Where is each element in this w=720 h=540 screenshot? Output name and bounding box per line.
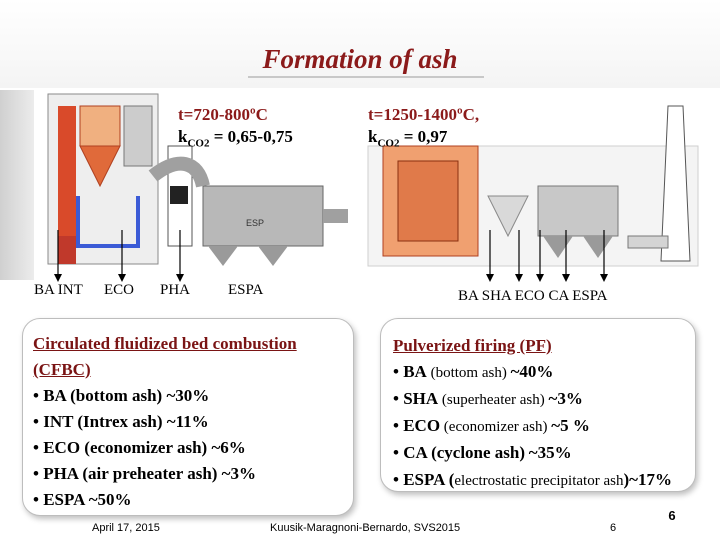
cfbc-ash-label-ba-int: BA INT <box>34 282 83 298</box>
cfbc-kco2-value: kCO2 = 0,65-0,75 <box>178 127 293 150</box>
title-background <box>0 0 720 88</box>
plant-diagram: ESP <box>47 93 699 267</box>
ash-arrows <box>54 230 608 282</box>
pf-ash-panel: Pulverized firing (PF) • BA (bottom ash)… <box>380 318 696 492</box>
footer-date: April 17, 2015 <box>92 522 160 534</box>
pf-ash-labels: BA SHA ECO CA ESPA <box>458 288 608 304</box>
pf-temp-range: t=1250-1400ºC, <box>368 105 480 124</box>
cfbc-item-pha: • PHA (air preheater ash) ~3% <box>33 464 257 483</box>
cfbc-item-ba: • BA (bottom ash) ~30% <box>33 386 210 405</box>
cfbc-panel-heading: Circulated fluidized bed combustion (CFB… <box>33 334 297 379</box>
cfbc-ash-label-pha: PHA <box>160 282 191 298</box>
left-decoration <box>0 90 34 280</box>
cfbc-item-espa: • ESPA ~50% <box>33 490 132 509</box>
cfbc-ash-label-eco: ECO <box>104 282 134 298</box>
footer-authors: Kuusik-Maragnoni-Bernardo, SVS2015 <box>270 522 461 534</box>
pf-item-ca: • CA (cyclone ash) ~35% <box>393 443 572 462</box>
pf-panel-heading: Pulverized firing (PF) <box>393 336 552 355</box>
esp-label: ESP <box>246 218 264 228</box>
pf-item-eco: • ECO (economizer ash) ~5 % <box>393 416 590 435</box>
title-divider <box>248 76 484 78</box>
slide-title: Formation of ash <box>262 44 458 74</box>
pf-kco2-value: kCO2 = 0,97 <box>368 127 448 150</box>
slide-number-box: 6 <box>662 508 682 524</box>
cfbc-item-int: • INT (Intrex ash) ~11% <box>33 412 209 431</box>
pf-item-ba: • BA (bottom ash) ~40% <box>393 362 554 381</box>
pf-plant-illustration <box>367 105 699 267</box>
cfbc-ash-panel: Circulated fluidized bed combustion (CFB… <box>22 318 354 516</box>
cfbc-temperature-label: t=720-800ºC kCO2 = 0,65-0,75 <box>178 104 293 154</box>
pf-item-sha: • SHA (superheater ash) ~3% <box>393 389 583 408</box>
cfbc-ash-label-espa: ESPA <box>228 282 264 298</box>
cfbc-temp-range: t=720-800ºC <box>178 105 268 124</box>
footer-page-number: 6 <box>610 522 617 534</box>
pf-item-espa: • ESPA (electrostatic precipitator ash)~… <box>393 470 672 489</box>
cfbc-item-eco: • ECO (economizer ash) ~6% <box>33 438 246 457</box>
pf-temperature-label: t=1250-1400ºC, kCO2 = 0,97 <box>368 104 479 154</box>
cfbc-plant-illustration <box>47 93 348 266</box>
